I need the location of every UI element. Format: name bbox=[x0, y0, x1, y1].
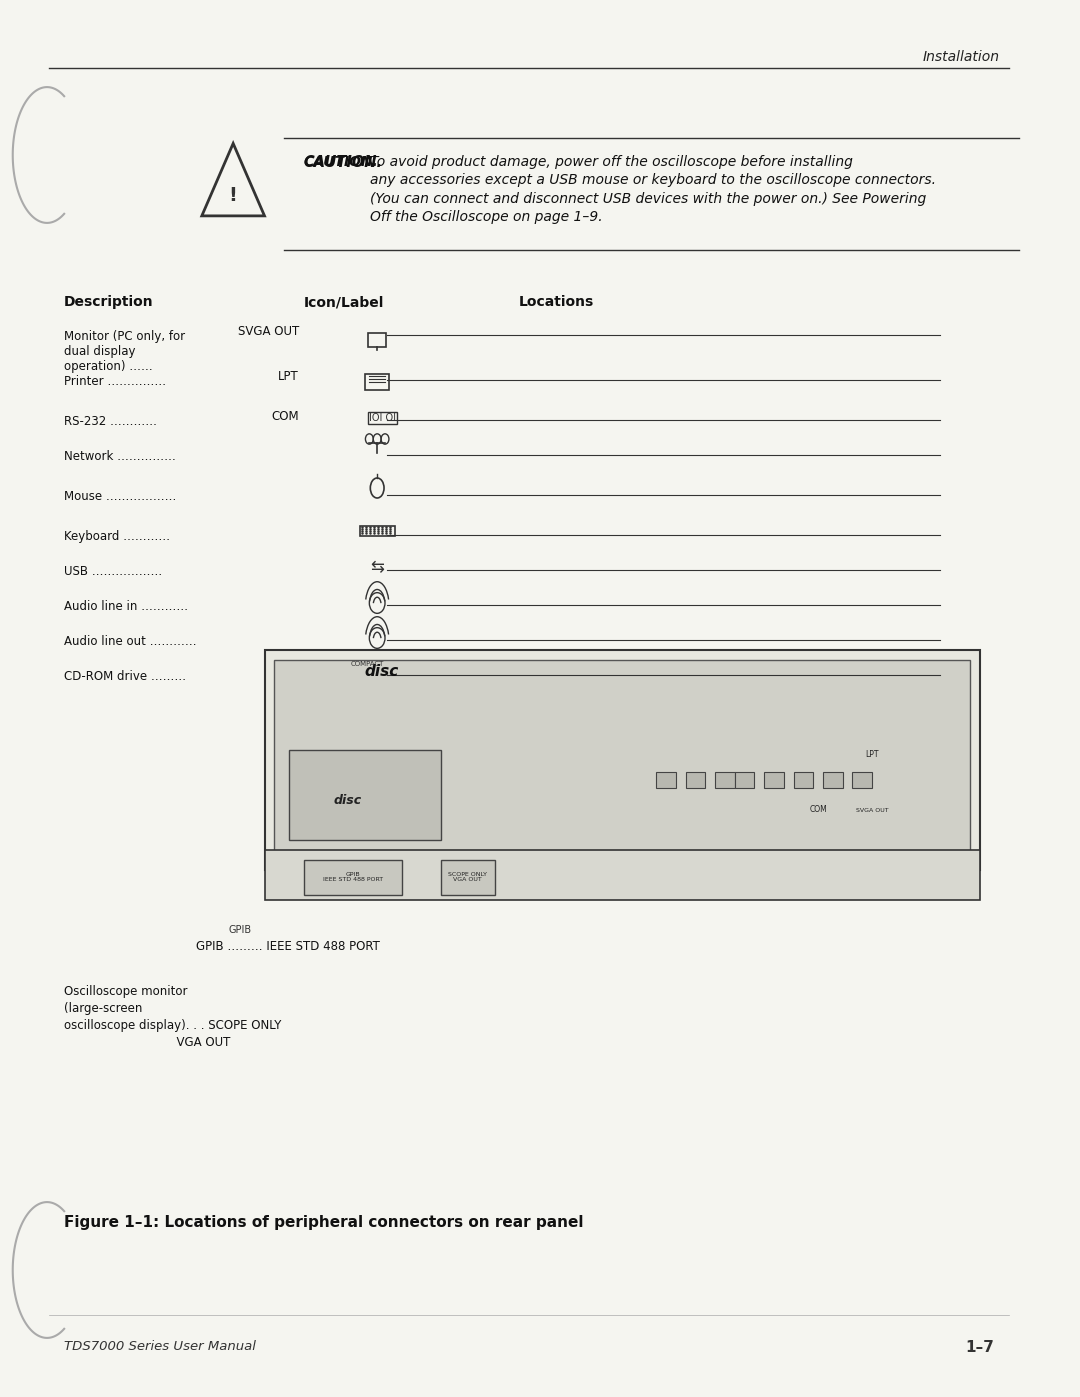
Bar bbox=[274, 659, 970, 861]
Text: Installation: Installation bbox=[922, 50, 999, 64]
Text: Oscilloscope monitor
(large-screen
oscilloscope display). . . SCOPE ONLY
       : Oscilloscope monitor (large-screen oscil… bbox=[64, 985, 281, 1049]
Bar bbox=[265, 849, 980, 900]
Bar bbox=[360, 527, 395, 536]
Bar bbox=[657, 773, 676, 788]
Text: SVGA OUT: SVGA OUT bbox=[238, 326, 299, 338]
Text: COM: COM bbox=[809, 806, 827, 814]
Bar bbox=[823, 773, 842, 788]
Bar bbox=[365, 374, 389, 390]
Text: GPIB: GPIB bbox=[229, 925, 252, 935]
Text: USB ………………: USB ……………… bbox=[64, 564, 162, 578]
Text: GPIB
IEEE STD 488 PORT: GPIB IEEE STD 488 PORT bbox=[323, 872, 382, 883]
Text: Locations: Locations bbox=[519, 295, 594, 309]
Text: disc: disc bbox=[365, 665, 400, 679]
Bar bbox=[765, 773, 784, 788]
Text: 1–7: 1–7 bbox=[966, 1340, 995, 1355]
Text: CAUTION.: CAUTION. bbox=[303, 155, 378, 169]
Text: IOI OI: IOI OI bbox=[368, 414, 395, 423]
Text: ⇆: ⇆ bbox=[370, 557, 384, 576]
Text: !: ! bbox=[229, 186, 238, 205]
Bar bbox=[734, 773, 754, 788]
Text: RS-232 …………: RS-232 ………… bbox=[64, 415, 157, 427]
Text: Mouse ………………: Mouse ……………… bbox=[64, 490, 176, 503]
Bar bbox=[715, 773, 734, 788]
Text: SVGA OUT: SVGA OUT bbox=[855, 807, 888, 813]
Bar bbox=[303, 861, 402, 895]
Text: Audio line out …………: Audio line out ………… bbox=[64, 636, 197, 648]
Text: GPIB ……… IEEE STD 488 PORT: GPIB ……… IEEE STD 488 PORT bbox=[195, 940, 380, 953]
Text: CAUTION.: CAUTION. bbox=[303, 155, 382, 170]
Bar bbox=[368, 332, 386, 346]
Text: CD-ROM drive ………: CD-ROM drive ……… bbox=[64, 671, 186, 683]
Text: Description: Description bbox=[64, 295, 153, 309]
Text: To avoid product damage, power off the oscilloscope before installing
any access: To avoid product damage, power off the o… bbox=[370, 155, 936, 224]
Text: Figure 1–1: Locations of peripheral connectors on rear panel: Figure 1–1: Locations of peripheral conn… bbox=[64, 1215, 583, 1229]
Text: LPT: LPT bbox=[278, 370, 299, 383]
Text: Keyboard …………: Keyboard ………… bbox=[64, 529, 170, 543]
Text: Printer ……………: Printer …………… bbox=[64, 374, 166, 388]
Bar bbox=[265, 650, 980, 870]
Text: disc: disc bbox=[334, 793, 362, 806]
Text: Audio line in …………: Audio line in ………… bbox=[64, 599, 188, 613]
Text: TDS7000 Series User Manual: TDS7000 Series User Manual bbox=[64, 1340, 256, 1354]
Bar bbox=[794, 773, 813, 788]
Bar bbox=[852, 773, 872, 788]
Text: LPT: LPT bbox=[865, 750, 879, 760]
Bar bbox=[289, 750, 441, 840]
Bar bbox=[686, 773, 705, 788]
Text: COM: COM bbox=[271, 409, 299, 423]
Bar bbox=[441, 861, 495, 895]
Text: Monitor (PC only, for
dual display
operation) ……: Monitor (PC only, for dual display opera… bbox=[64, 330, 185, 373]
Text: SCOPE ONLY
VGA OUT: SCOPE ONLY VGA OUT bbox=[448, 872, 487, 883]
Text: COMPACT: COMPACT bbox=[351, 661, 384, 666]
Text: Icon/Label: Icon/Label bbox=[303, 295, 384, 309]
Text: Network ……………: Network …………… bbox=[64, 450, 176, 462]
